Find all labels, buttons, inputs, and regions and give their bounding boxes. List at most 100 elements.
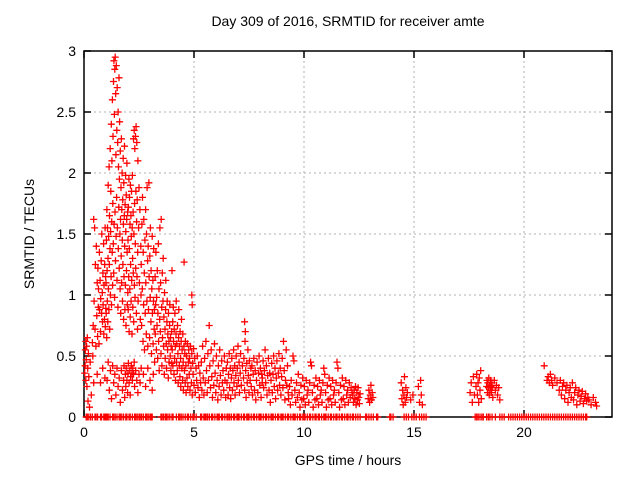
data-point-marker (90, 215, 98, 223)
data-point-marker (273, 357, 281, 365)
data-point-marker (141, 309, 149, 317)
data-point-marker (367, 381, 375, 389)
data-point-marker (126, 193, 133, 201)
data-point-marker (546, 370, 554, 378)
data-point-marker (179, 330, 187, 338)
data-point-marker (111, 293, 119, 301)
data-point-marker (102, 236, 110, 244)
data-point-marker (267, 376, 275, 384)
data-point-marker (241, 337, 249, 345)
data-point-marker (142, 206, 150, 214)
data-point-marker (241, 328, 249, 336)
data-point-marker (153, 293, 161, 301)
data-point-marker (337, 381, 344, 389)
data-point-marker (354, 384, 362, 392)
data-point-marker (174, 350, 182, 358)
data-point-marker (189, 359, 197, 367)
data-point-marker (139, 337, 147, 345)
data-point-marker (166, 352, 174, 360)
data-point-marker (333, 358, 341, 366)
data-point-marker (316, 391, 324, 399)
data-point-marker (81, 346, 89, 354)
data-point-marker (185, 346, 193, 354)
data-point-marker (242, 367, 250, 375)
data-point-marker (141, 346, 148, 354)
data-point-marker (143, 297, 151, 305)
data-point-marker (148, 386, 156, 394)
data-point-marker (466, 389, 474, 397)
data-point-marker (111, 208, 119, 216)
data-point-marker (135, 184, 143, 192)
data-point-marker (150, 245, 158, 253)
data-point-marker (475, 398, 483, 406)
data-point-marker (232, 352, 240, 360)
data-point-marker (175, 334, 183, 342)
data-point-marker (177, 354, 185, 362)
data-point-marker (475, 374, 483, 382)
data-point-marker (340, 383, 348, 390)
data-point-marker (240, 354, 248, 362)
data-point-marker (125, 175, 133, 183)
data-point-marker (116, 118, 124, 126)
data-point-marker (104, 358, 112, 366)
data-point-marker (111, 370, 119, 378)
data-point-marker (163, 297, 171, 305)
data-point-marker (241, 386, 249, 394)
data-point-marker (300, 383, 308, 390)
data-point-marker (291, 386, 299, 394)
data-point-marker (122, 322, 130, 329)
data-point-marker (272, 374, 280, 382)
x-tick-label: 5 (190, 424, 198, 440)
data-point-marker (82, 376, 90, 384)
data-point-marker (281, 396, 289, 404)
data-point-marker (167, 367, 175, 375)
data-point-marker (203, 389, 211, 397)
data-point-marker (119, 386, 126, 394)
data-point-marker (117, 215, 124, 223)
data-point-marker (108, 395, 115, 403)
data-point-marker (147, 318, 155, 326)
data-point-marker (147, 267, 155, 275)
data-point-marker (182, 389, 190, 397)
data-point-marker (233, 383, 241, 390)
x-axis-label: GPS time / hours (295, 452, 402, 468)
data-point-marker (126, 391, 134, 399)
data-point-marker (218, 357, 226, 365)
data-point-marker (330, 386, 338, 394)
grid-lines (84, 51, 612, 417)
data-point-marker (335, 389, 343, 397)
data-point-marker (114, 139, 122, 146)
data-point-marker (260, 367, 268, 375)
data-point-marker (207, 346, 215, 354)
y-tick-label: 3 (68, 43, 76, 59)
data-point-marker (124, 289, 132, 297)
data-point-marker (285, 395, 293, 403)
data-point-marker (422, 413, 430, 421)
y-tick-label: 2 (68, 165, 76, 181)
data-point-marker (254, 389, 262, 397)
data-point-marker (169, 303, 177, 311)
data-point-marker (557, 391, 565, 399)
data-point-marker (133, 196, 141, 204)
x-tick-label: 10 (296, 424, 312, 440)
data-point-marker (117, 184, 125, 192)
data-point-marker (140, 301, 148, 309)
data-point-marker (262, 362, 270, 370)
data-point-marker (171, 309, 179, 317)
data-point-marker (204, 350, 212, 358)
data-point-marker (559, 383, 566, 390)
data-point-marker (88, 339, 96, 347)
data-point-marker (155, 285, 163, 293)
data-point-marker (473, 391, 481, 399)
y-tick-label: 1.5 (57, 226, 77, 242)
data-point-marker (103, 297, 111, 305)
data-point-marker (317, 386, 325, 394)
data-point-marker (123, 159, 131, 167)
data-point-marker (105, 163, 113, 171)
data-point-marker (245, 357, 253, 365)
data-point-marker (225, 350, 233, 358)
data-point-marker (353, 389, 361, 397)
data-point-marker (246, 376, 254, 384)
data-point-marker (113, 224, 121, 232)
data-point-marker (84, 397, 92, 405)
